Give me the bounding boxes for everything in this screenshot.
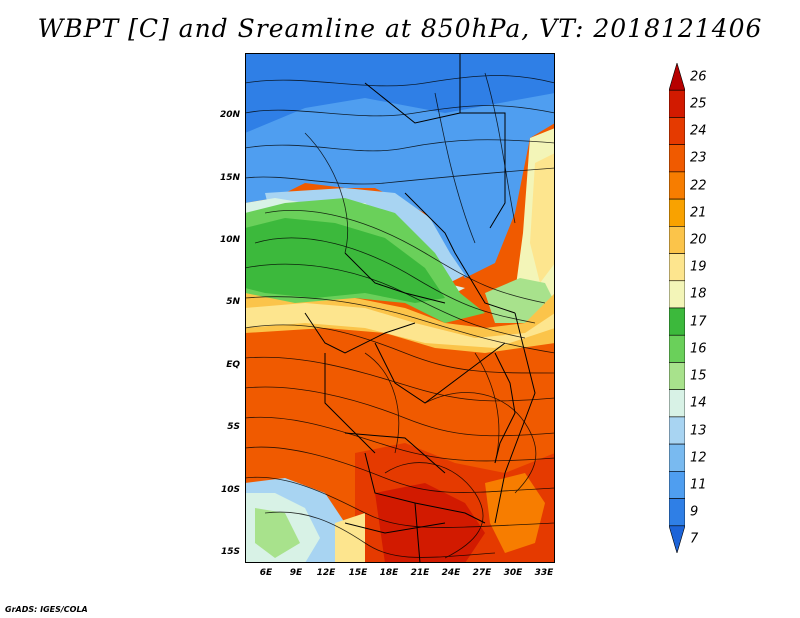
colorbar-segment [669, 144, 685, 173]
wbpt-field [245, 53, 555, 563]
colorbar-segment [669, 334, 685, 363]
colorbar-segment [669, 443, 685, 472]
colorbar-label: 13 [690, 423, 707, 438]
lon-label-6e: 6E [259, 568, 273, 578]
lon-label-33e: 33E [534, 568, 554, 578]
colorbar-segment [669, 307, 685, 336]
colorbar-label: 15 [690, 368, 707, 384]
colorbar-segment [669, 362, 685, 390]
colorbar-segment [669, 471, 685, 499]
colorbar-label: 23 [690, 150, 707, 166]
colorbar-segment [669, 89, 685, 118]
map-title: WBPT [C] and Sreamline at 850hPa, VT: 20… [37, 14, 763, 43]
colorbar-label: 22 [690, 178, 707, 193]
colorbar-segment [669, 117, 685, 145]
colorbar-segment [669, 171, 685, 200]
map-border [245, 53, 555, 563]
lon-label-30e: 30E [503, 568, 523, 578]
lon-label-18e: 18E [379, 568, 399, 578]
lon-label-15e: 15E [348, 568, 368, 578]
lon-label-24e: 24E [441, 568, 461, 578]
lat-label-15s: 15S [220, 547, 240, 557]
colorbar-label: 16 [690, 341, 707, 357]
colorbar [669, 63, 685, 553]
colorbar-label: 14 [690, 395, 707, 411]
lat-label-20n: 20N [219, 110, 240, 120]
lat-label-5n: 5N [226, 297, 240, 307]
colorbar-segment [669, 525, 685, 553]
colorbar-segment [669, 63, 685, 91]
colorbar-segment [669, 253, 685, 282]
colorbar-label: 12 [690, 450, 707, 466]
lat-label-10n: 10N [219, 235, 240, 245]
colorbar-label: 26 [690, 69, 707, 85]
colorbar-label: 7 [690, 531, 699, 547]
colorbar-segment [669, 389, 685, 418]
lon-label-27e: 27E [472, 568, 492, 578]
footer-credit: GrADS: IGES/COLA [5, 605, 88, 614]
colorbar-label: 21 [690, 205, 707, 221]
colorbar-segment [669, 498, 685, 527]
lat-label-eq: EQ [226, 360, 240, 370]
lon-label-21e: 21E [410, 568, 430, 578]
colorbar-segment [669, 226, 685, 254]
colorbar-label: 24 [690, 123, 707, 139]
colorbar-label: 11 [690, 477, 707, 493]
colorbar-label: 18 [690, 286, 707, 302]
country-borders [304, 53, 536, 563]
lat-label-15n: 15N [219, 173, 240, 183]
lon-label-12e: 12E [316, 568, 336, 578]
lat-label-10s: 10S [220, 485, 240, 495]
map-panel [245, 53, 555, 563]
lat-label-5s: 5S [227, 422, 240, 432]
colorbar-label: 19 [690, 259, 707, 275]
colorbar-segment [669, 416, 685, 445]
colorbar-segment [669, 198, 685, 227]
colorbar-label: 9 [690, 504, 699, 520]
colorbar-segment [669, 280, 685, 309]
streamlines [245, 72, 555, 559]
colorbar-label: 20 [690, 232, 707, 248]
lon-label-9e: 9E [289, 568, 303, 578]
colorbar-label: 17 [690, 314, 707, 330]
colorbar-label: 25 [690, 96, 707, 112]
